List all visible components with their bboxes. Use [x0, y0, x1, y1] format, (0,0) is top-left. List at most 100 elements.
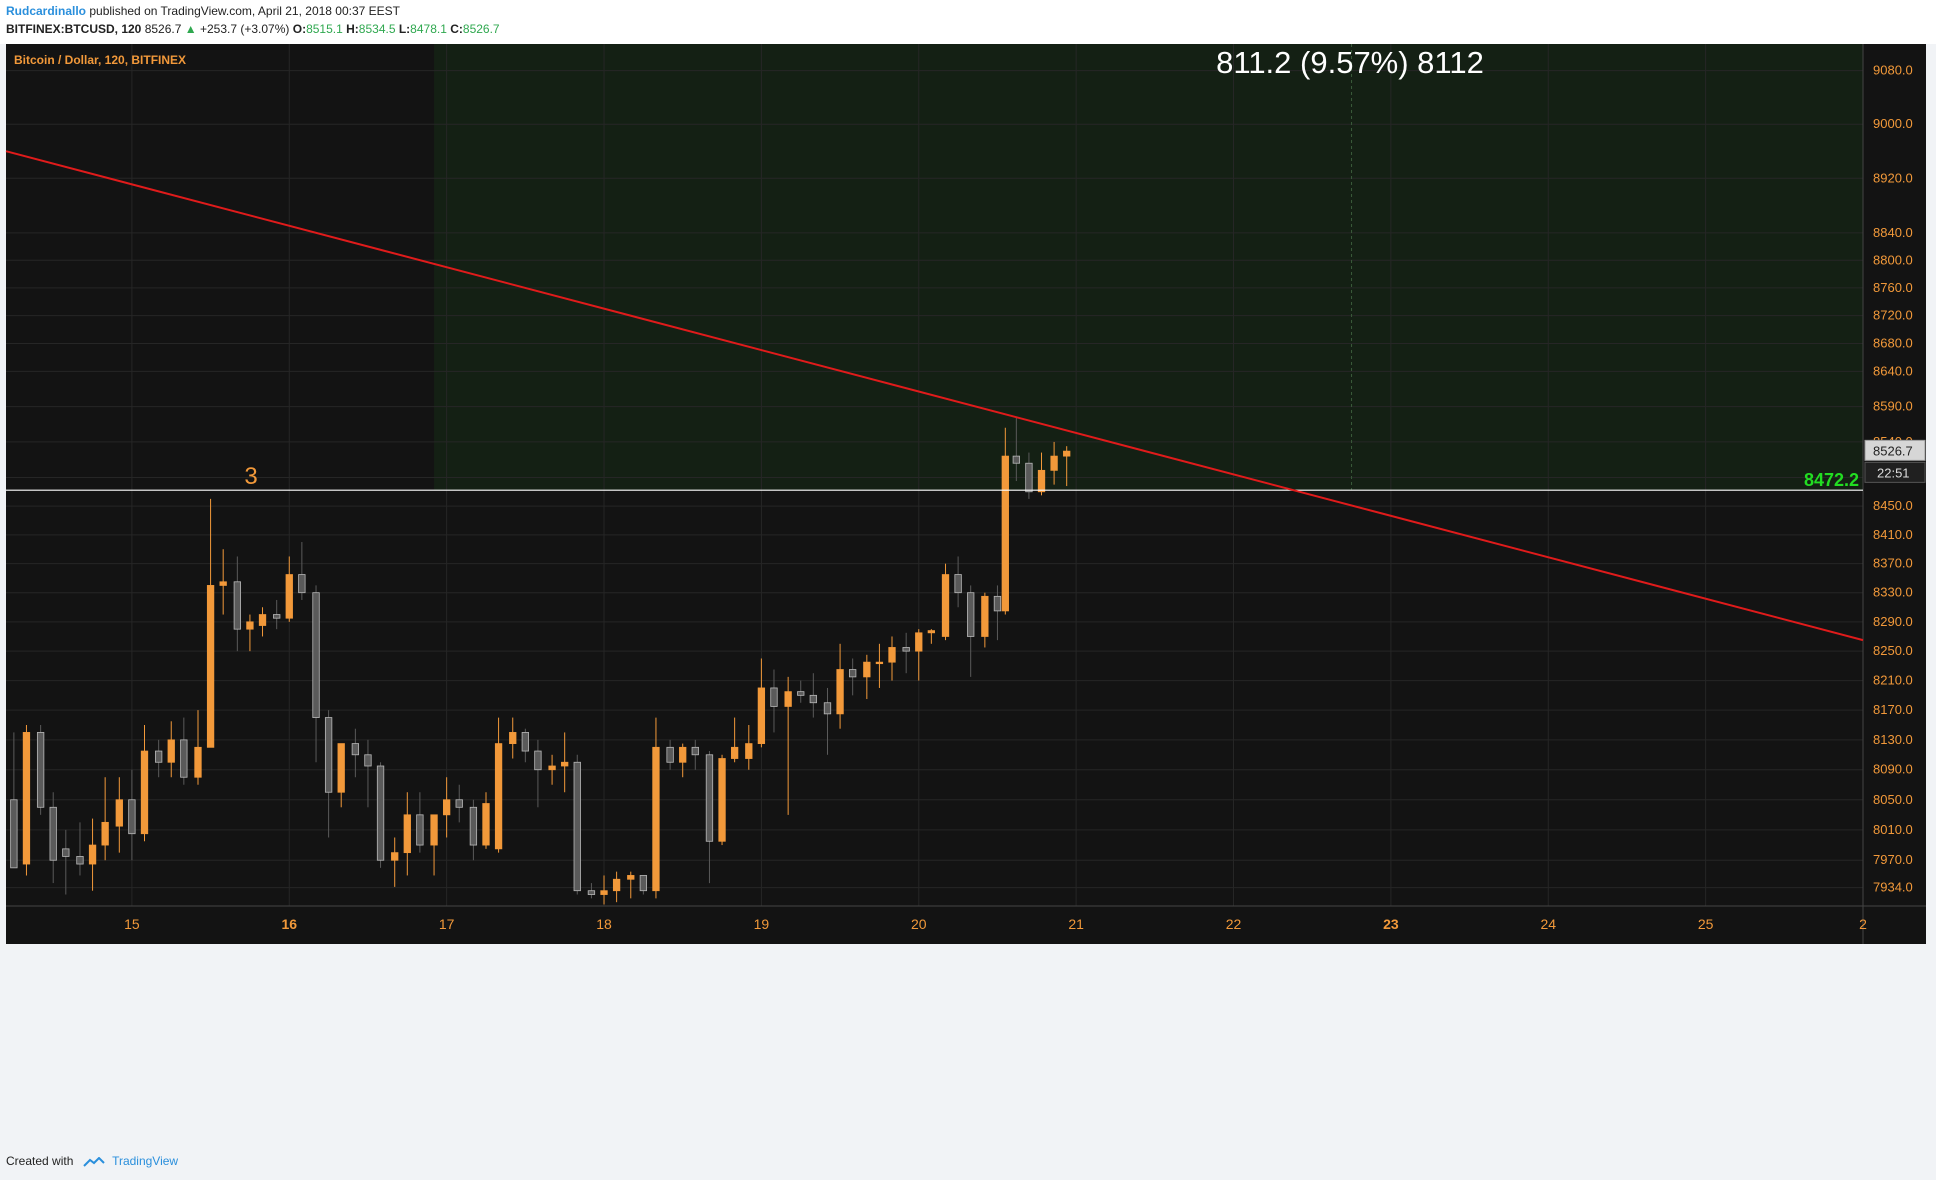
candle [442, 799, 451, 816]
candle [521, 732, 529, 752]
footer: Created with TradingView [6, 1154, 178, 1168]
low-label: L: [398, 22, 411, 36]
measure-label: 811.2 (9.57%) 8112 [1216, 45, 1484, 80]
candle [639, 875, 648, 892]
candle [863, 661, 871, 678]
candle [180, 739, 188, 778]
symbol-label: BITFINEX:BTCUSD, 120 [6, 22, 142, 36]
x-tick-label: 19 [754, 916, 770, 932]
candle [730, 746, 739, 759]
candle [652, 746, 660, 892]
candle [548, 765, 556, 771]
measure-zone [434, 44, 1864, 491]
tradingview-link[interactable]: TradingView [112, 1154, 179, 1168]
last-price-tag [1864, 439, 1926, 461]
x-tick-label: 24 [1540, 916, 1556, 932]
close-value: 8526.7 [462, 22, 500, 36]
y-tick-label: 9000.0 [1873, 116, 1913, 131]
candle [469, 806, 478, 846]
candle [351, 743, 360, 756]
candle [1025, 462, 1033, 493]
y-tick-label: 8840.0 [1873, 225, 1913, 240]
candle [784, 691, 792, 707]
countdown-tag-label: 22:51 [1877, 465, 1910, 480]
last-price-tag-label: 8526.7 [1873, 443, 1913, 458]
candle [849, 669, 857, 678]
candle [981, 595, 989, 637]
candle [666, 746, 674, 763]
candle [691, 746, 699, 756]
candle [573, 761, 581, 892]
candle [206, 585, 215, 748]
x-tick-label: 21 [1068, 916, 1084, 932]
candle [823, 702, 832, 715]
candle [49, 806, 57, 861]
candle [233, 581, 241, 630]
candle [600, 890, 608, 895]
candle [115, 799, 123, 827]
candle [836, 669, 844, 715]
candle [927, 630, 936, 634]
candle [258, 614, 267, 626]
y-tick-label: 8410.0 [1873, 527, 1913, 542]
candle [627, 875, 635, 880]
y-tick-label: 8590.0 [1873, 399, 1913, 414]
candle [376, 765, 385, 861]
y-tick-label: 8680.0 [1873, 335, 1913, 350]
candle [1012, 455, 1020, 464]
candle [455, 799, 463, 808]
candle [101, 821, 109, 846]
candle [22, 732, 31, 865]
close-label: C: [450, 22, 463, 36]
x-tick-label: 18 [596, 916, 612, 932]
publish-line: Rudcardinallo published on TradingView.c… [6, 4, 400, 18]
candle [797, 691, 805, 696]
x-tick-label: 17 [439, 916, 455, 932]
candle [875, 661, 884, 665]
candle [364, 754, 372, 767]
price-change: +253.7 (+3.07%) [199, 22, 290, 36]
tradingview-logo-icon [83, 1156, 105, 1167]
y-tick-label: 8210.0 [1873, 673, 1913, 688]
candle [430, 814, 438, 846]
published-text: published on TradingView.com, April 21, … [89, 4, 401, 18]
candle [993, 595, 1002, 612]
x-tick-label: 2 [1859, 916, 1867, 932]
candle [915, 632, 923, 652]
candle [1037, 469, 1046, 493]
candle [494, 743, 503, 850]
candle [718, 758, 726, 842]
candle [482, 803, 490, 846]
author-link[interactable]: Rudcardinallo [6, 4, 87, 18]
candle [745, 743, 753, 759]
candle [128, 799, 136, 835]
y-tick-label: 8720.0 [1873, 308, 1913, 323]
up-arrow-icon: ▲ [184, 22, 197, 36]
line-label: 3 [244, 463, 257, 490]
candle [561, 761, 569, 767]
candle [534, 750, 542, 771]
candle [10, 799, 18, 869]
candle [612, 878, 621, 892]
x-tick-label: 20 [911, 916, 927, 932]
candle [1050, 455, 1058, 471]
open-label: O: [292, 22, 307, 36]
candle [770, 687, 778, 707]
candle [416, 814, 424, 846]
candle [285, 574, 293, 619]
candle [391, 852, 399, 861]
y-tick-label: 8130.0 [1873, 732, 1913, 747]
candle [941, 574, 950, 637]
y-tick-label: 8760.0 [1873, 280, 1913, 295]
candle [312, 592, 320, 718]
y-tick-label: 7934.0 [1873, 880, 1913, 895]
quote-line: BITFINEX:BTCUSD, 120 8526.7 ▲ +253.7 (+3… [6, 22, 500, 36]
y-tick-label: 8640.0 [1873, 363, 1913, 378]
candle [140, 750, 149, 835]
trendline [5, 150, 1864, 642]
y-tick-label: 8010.0 [1873, 822, 1913, 837]
price-chart[interactable]: Bitcoin / Dollar, 120, BITFINEX 811.2 (9.… [0, 44, 1936, 1144]
candle [679, 746, 687, 763]
candle [167, 739, 175, 763]
y-tick-label: 8170.0 [1873, 702, 1913, 717]
